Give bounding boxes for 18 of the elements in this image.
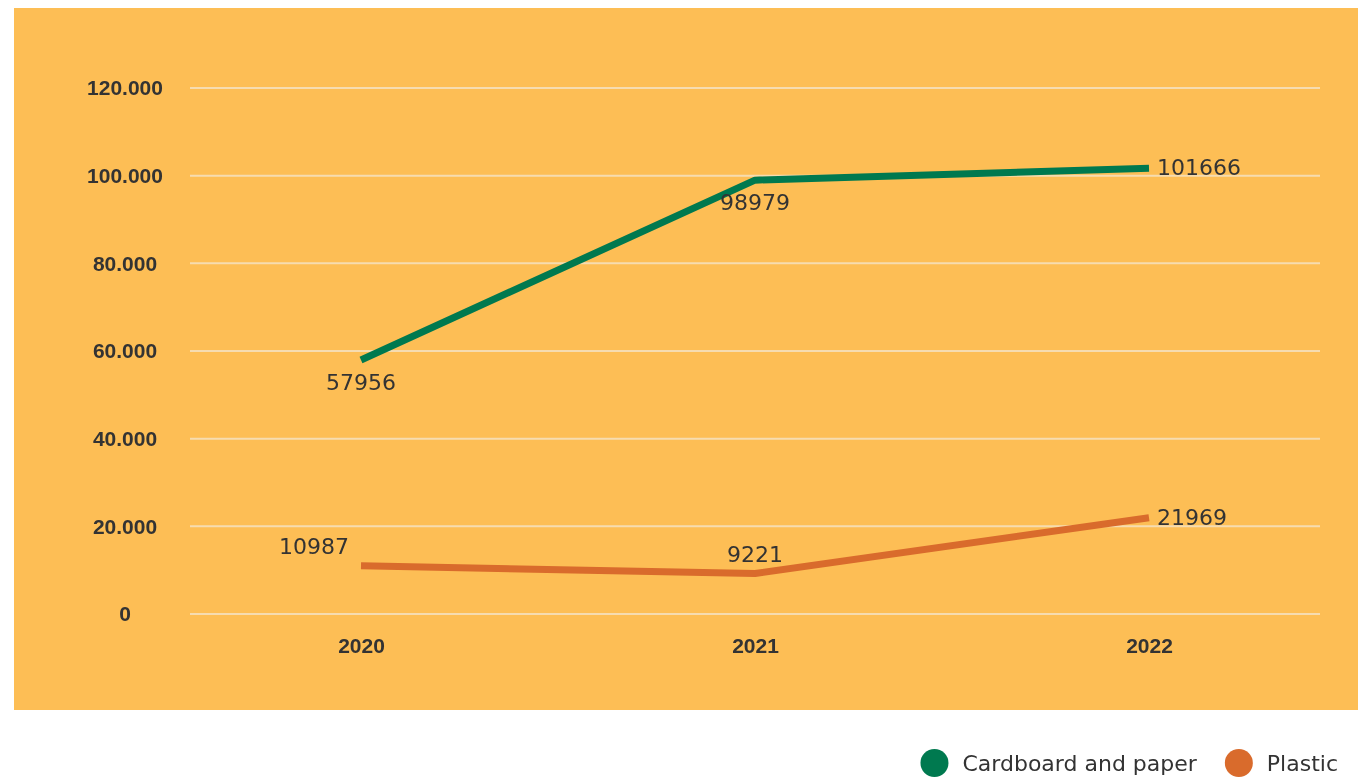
legend-label: Cardboard and paper bbox=[962, 751, 1198, 776]
data-label: 101666 bbox=[1157, 155, 1241, 181]
y-tick-label: 0 bbox=[119, 602, 131, 626]
x-tick-label: 2020 bbox=[338, 633, 385, 657]
data-label: 9221 bbox=[727, 541, 783, 567]
y-tick-label: 80.000 bbox=[92, 251, 158, 275]
legend-label: Plastic bbox=[1266, 751, 1338, 776]
y-tick-label: 60.000 bbox=[92, 339, 158, 363]
data-label: 10987 bbox=[279, 533, 349, 559]
y-tick-label: 100.000 bbox=[87, 163, 163, 187]
y-tick-label: 40.000 bbox=[92, 426, 158, 450]
data-label: 57956 bbox=[326, 369, 396, 395]
x-tick-label: 2022 bbox=[1126, 633, 1173, 657]
data-label: 21969 bbox=[1157, 504, 1227, 530]
x-tick-label: 2021 bbox=[732, 633, 780, 657]
y-tick-label: 120.000 bbox=[87, 76, 163, 100]
data-label: 98979 bbox=[720, 190, 790, 216]
y-tick-label: 20.000 bbox=[92, 514, 158, 538]
